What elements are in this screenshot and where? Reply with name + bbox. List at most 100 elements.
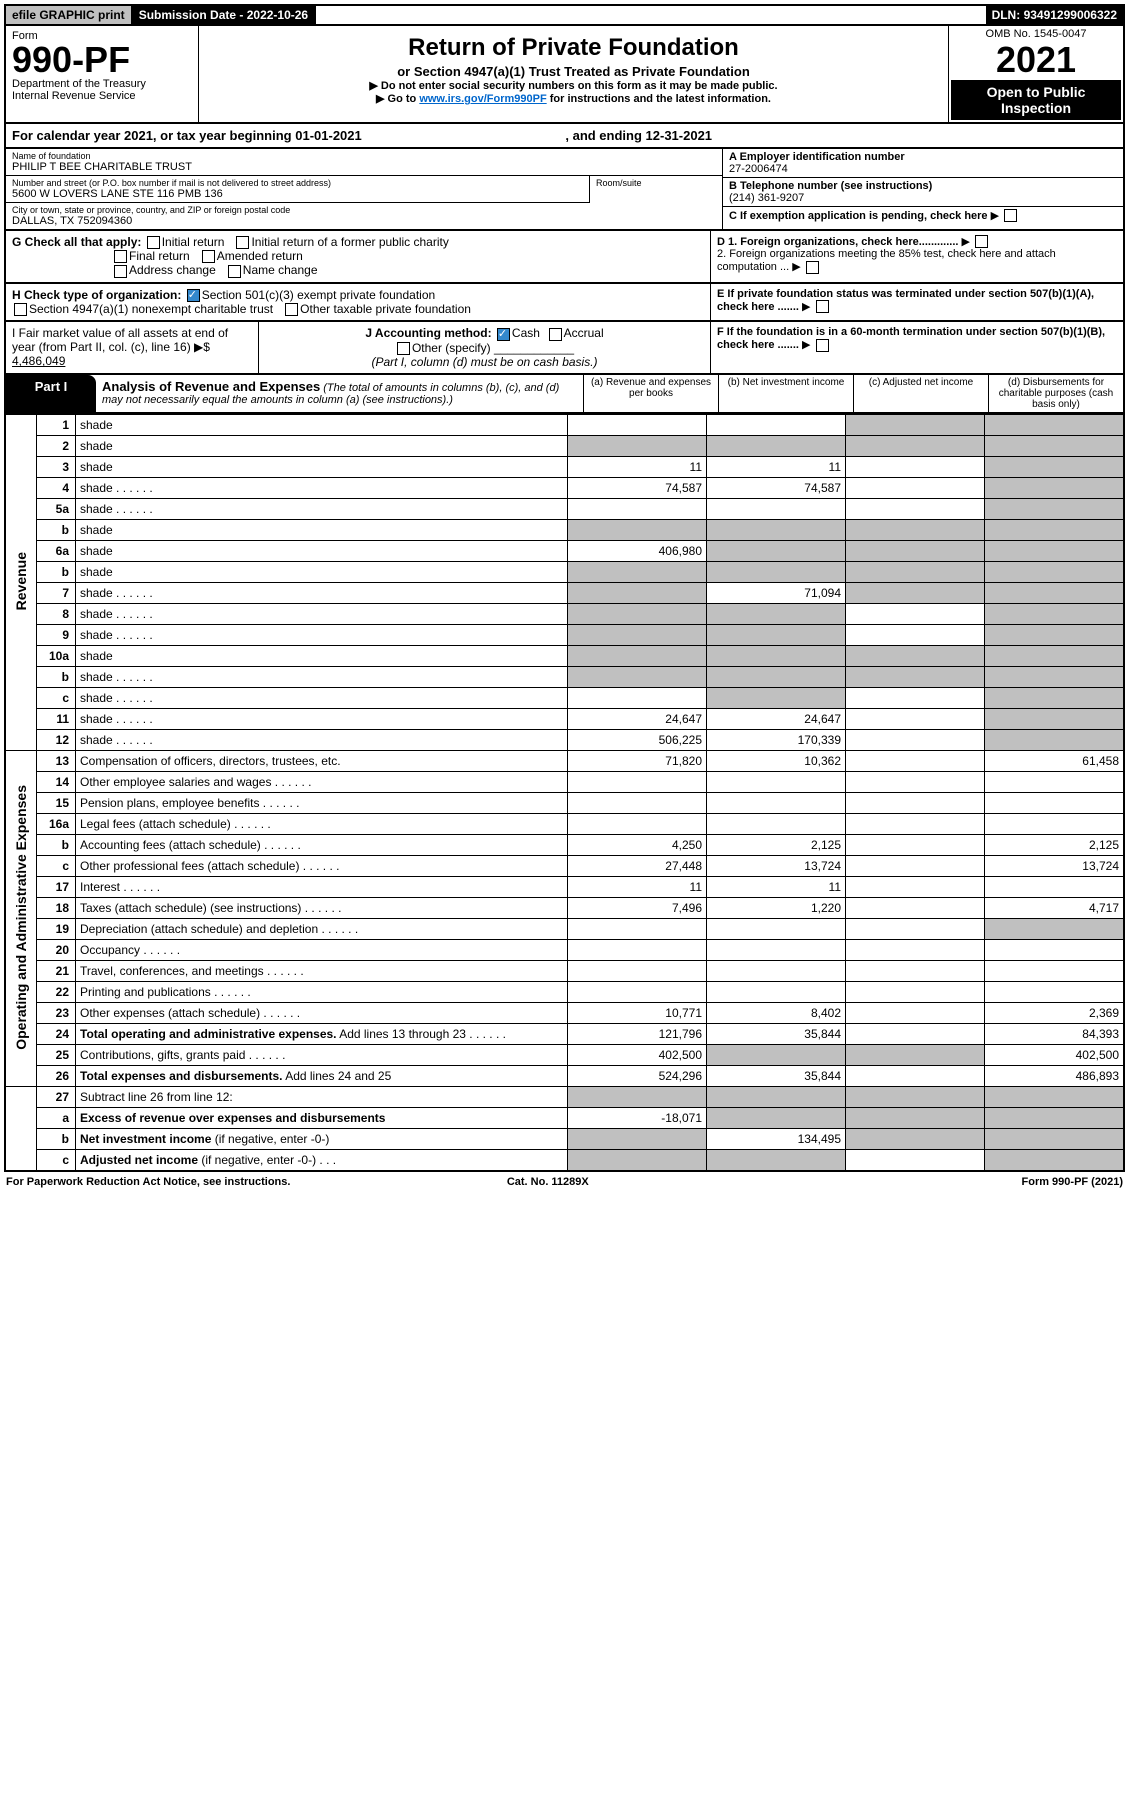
initial-former-checkbox[interactable] (236, 236, 249, 249)
cell-amount (846, 918, 985, 939)
line-row: 20Occupancy . . . . . . (5, 939, 1124, 960)
cell-amount (985, 981, 1125, 1002)
form990pf-link[interactable]: www.irs.gov/Form990PF (419, 93, 546, 105)
cell-shaded (707, 435, 846, 456)
other-method-checkbox[interactable] (397, 342, 410, 355)
line-desc: shade . . . . . . (76, 729, 568, 750)
amended-return-checkbox[interactable] (202, 250, 215, 263)
4947a1-checkbox[interactable] (14, 303, 27, 316)
line-num: c (37, 1149, 76, 1171)
cell-amount: 74,587 (568, 477, 707, 498)
final-return-checkbox[interactable] (114, 250, 127, 263)
irs-label: Internal Revenue Service (12, 90, 192, 102)
f-checkbox[interactable] (816, 339, 829, 352)
cell-amount (707, 981, 846, 1002)
cell-shaded (985, 519, 1125, 540)
exemption-checkbox[interactable] (1004, 209, 1017, 222)
col-b-head: (b) Net investment income (718, 375, 853, 412)
cell-amount (568, 792, 707, 813)
cell-amount (846, 813, 985, 834)
j-label: J Accounting method: (365, 326, 491, 340)
cell-shaded (985, 708, 1125, 729)
line-desc: shade . . . . . . (76, 582, 568, 603)
cell-amount (985, 771, 1125, 792)
cell-shaded (707, 666, 846, 687)
cell-amount: 11 (707, 876, 846, 897)
line-num: a (37, 1107, 76, 1128)
line-num: b (37, 519, 76, 540)
header-right: OMB No. 1545-0047 2021 Open to Public In… (948, 26, 1123, 122)
cat-no: Cat. No. 11289X (507, 1176, 589, 1188)
cell-shaded (707, 1086, 846, 1107)
cell-amount (846, 855, 985, 876)
i-label: I Fair market value of all assets at end… (12, 326, 228, 354)
submission-date-label: Submission Date - 2022-10-26 (133, 6, 316, 24)
line-desc: Interest . . . . . . (76, 876, 568, 897)
cell-amount: 506,225 (568, 729, 707, 750)
cell-amount (846, 939, 985, 960)
line-num: 9 (37, 624, 76, 645)
part1-tab: Part I (6, 375, 96, 412)
cell-amount: 1,220 (707, 897, 846, 918)
line-desc: Pension plans, employee benefits . . . .… (76, 792, 568, 813)
checks-h-e: H Check type of organization: Section 50… (4, 284, 1125, 323)
line-row: 10ashade (5, 645, 1124, 666)
line-row: bshade (5, 561, 1124, 582)
h-label: H Check type of organization: (12, 288, 181, 302)
line-row: 15Pension plans, employee benefits . . .… (5, 792, 1124, 813)
cell-amount (568, 918, 707, 939)
cell-amount (846, 456, 985, 477)
checks-i-j-f: I Fair market value of all assets at end… (4, 322, 1125, 375)
d1-row: D 1. Foreign organizations, check here..… (717, 235, 1117, 249)
cell-amount: 402,500 (568, 1044, 707, 1065)
line-num: 5a (37, 498, 76, 519)
cell-shaded (568, 603, 707, 624)
line-desc: Accounting fees (attach schedule) . . . … (76, 834, 568, 855)
address-change-checkbox[interactable] (114, 265, 127, 278)
cell-shaded (707, 561, 846, 582)
line-desc: Occupancy . . . . . . (76, 939, 568, 960)
top-bar: efile GRAPHIC print Submission Date - 20… (4, 4, 1125, 26)
501c3-checkbox[interactable] (187, 289, 200, 302)
cell-amount (846, 792, 985, 813)
line-num: 2 (37, 435, 76, 456)
d2-checkbox[interactable] (806, 261, 819, 274)
line-desc: shade (76, 414, 568, 435)
part1-desc: Analysis of Revenue and Expenses (The to… (96, 375, 583, 412)
d1-checkbox[interactable] (975, 235, 988, 248)
name-change-checkbox[interactable] (228, 265, 241, 278)
line-desc: Legal fees (attach schedule) . . . . . . (76, 813, 568, 834)
cell-amount (707, 813, 846, 834)
accrual-checkbox[interactable] (549, 328, 562, 341)
line-row: bshade . . . . . . (5, 666, 1124, 687)
other-taxable-checkbox[interactable] (285, 303, 298, 316)
cell-amount (707, 960, 846, 981)
col-c-head: (c) Adjusted net income (853, 375, 988, 412)
room-cell: Room/suite (590, 176, 722, 203)
cell-shaded (985, 603, 1125, 624)
e-checkbox[interactable] (816, 300, 829, 313)
line-row: 21Travel, conferences, and meetings . . … (5, 960, 1124, 981)
form-number: 990-PF (12, 42, 192, 78)
line-desc: shade (76, 561, 568, 582)
line-row: bNet investment income (if negative, ent… (5, 1128, 1124, 1149)
initial-return-checkbox[interactable] (147, 236, 160, 249)
cell-amount (846, 960, 985, 981)
line-num: b (37, 834, 76, 855)
line-num: 12 (37, 729, 76, 750)
cell-shaded (568, 519, 707, 540)
g-check-row: G Check all that apply: Initial return I… (12, 235, 704, 278)
cash-checkbox[interactable] (497, 328, 510, 341)
line-row: 9shade . . . . . . (5, 624, 1124, 645)
cell-amount (846, 771, 985, 792)
cell-shaded (985, 498, 1125, 519)
cell-amount: 8,402 (707, 1002, 846, 1023)
line-num: 7 (37, 582, 76, 603)
line-num: 21 (37, 960, 76, 981)
line-num: 18 (37, 897, 76, 918)
cell-shaded (568, 1086, 707, 1107)
checks-g-d: G Check all that apply: Initial return I… (4, 231, 1125, 284)
cell-amount (985, 792, 1125, 813)
part1-table: Revenue1shade2shade3shade11114shade . . … (4, 414, 1125, 1172)
line-desc: Compensation of officers, directors, tru… (76, 750, 568, 771)
